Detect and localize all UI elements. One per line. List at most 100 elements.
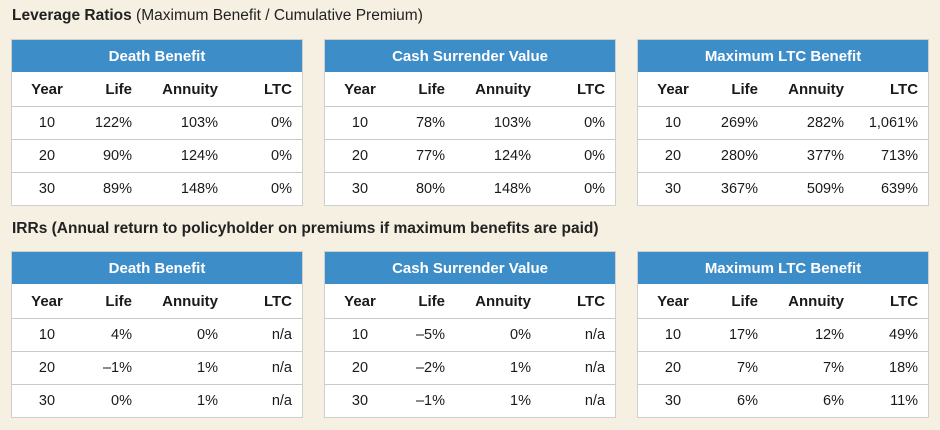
- table-cell: 30: [664, 393, 682, 409]
- column-header: Year: [325, 72, 395, 107]
- table-cell: 0%: [111, 393, 132, 409]
- table-cell: 30: [38, 181, 56, 197]
- table-cell: 377%: [768, 139, 854, 173]
- table-cell: 11%: [890, 393, 919, 409]
- table-cell: 0%: [455, 318, 541, 352]
- table-cell: 6%: [823, 393, 844, 409]
- table-title: Cash Surrender Value: [325, 252, 616, 284]
- table-cell: 639%: [880, 181, 919, 197]
- table-row: 10 78% 103% 0%: [325, 106, 616, 140]
- column-header: Year: [12, 284, 82, 319]
- table-row: 20 77% 124% 0%: [325, 139, 616, 173]
- table-cell: 713%: [854, 139, 929, 173]
- column-header: LTC: [228, 284, 302, 319]
- column-header: Annuity: [768, 72, 854, 107]
- table-title: Death Benefit: [12, 40, 302, 72]
- column-header: Year: [638, 284, 708, 319]
- table-cell: 30: [38, 393, 56, 409]
- table-cell: n/a: [271, 393, 292, 409]
- column-header: LTC: [854, 72, 929, 107]
- table-cell: 124%: [455, 139, 541, 173]
- column-header: LTC: [228, 72, 302, 107]
- table-cell: 1%: [142, 351, 228, 385]
- table-cell: 17%: [708, 318, 768, 352]
- data-table: Death Benefit Year Life Annuity LTC 10 4% 0% n/a…: [12, 252, 302, 417]
- table-cell: 20: [325, 139, 395, 173]
- table-cell: 6%: [737, 393, 758, 409]
- table-cell: n/a: [228, 318, 302, 352]
- table-cell: 280%: [708, 139, 768, 173]
- table-cell: 509%: [806, 181, 844, 197]
- table-cell: n/a: [541, 318, 616, 352]
- data-table: Death Benefit Year Life Annuity LTC 10 122% 103…: [12, 40, 302, 205]
- table-cell: 0%: [142, 318, 228, 352]
- section-title-rest: (Maximum Benefit / Cumulative Premium): [131, 7, 423, 24]
- table-cell: 148%: [180, 181, 218, 197]
- column-header: Annuity: [142, 284, 228, 319]
- section-title-bold: Leverage Ratios: [12, 7, 132, 24]
- table-cell: 10: [12, 318, 82, 352]
- table-title: Maximum LTC Benefit: [638, 252, 929, 284]
- table-cell: 18%: [854, 351, 929, 385]
- table-row: 30 367% 509% 639%: [638, 173, 928, 206]
- table-cell: –1%: [82, 351, 142, 385]
- table-cell: 7%: [708, 351, 768, 385]
- table-row: 20 7% 7% 18%: [638, 351, 929, 385]
- table-cell: 12%: [768, 318, 854, 352]
- table-cell: 10: [325, 106, 395, 140]
- data-table: Maximum LTC Benefit Year Life Annuity LTC 10 2…: [638, 40, 929, 206]
- table-cell: 10: [638, 106, 708, 140]
- column-header: Life: [82, 284, 142, 319]
- table-cell: 7%: [768, 351, 854, 385]
- table-cell: n/a: [541, 351, 616, 385]
- column-header: Life: [395, 284, 455, 319]
- column-header: LTC: [541, 72, 616, 107]
- table-cell: 80%: [415, 181, 445, 197]
- table-cell: 90%: [82, 139, 142, 173]
- table-cell: 49%: [854, 318, 929, 352]
- table-cell: 20: [12, 139, 82, 173]
- leverage-ratios-title: Leverage Ratios (Maximum Benefit / Cumul…: [12, 7, 423, 25]
- table-cell: –1%: [415, 393, 445, 409]
- table-cell: 4%: [82, 318, 142, 352]
- section-title-bold: IRRs (Annual return to policyholder on p…: [12, 220, 599, 237]
- column-header: Year: [638, 72, 708, 107]
- table-cell: 89%: [102, 181, 132, 197]
- table-row: 10 17% 12% 49%: [638, 318, 929, 352]
- table-cell: 282%: [768, 106, 854, 140]
- column-header: Annuity: [768, 284, 854, 319]
- column-header: Life: [82, 72, 142, 107]
- column-header: Annuity: [455, 284, 541, 319]
- table-row: 30 –1% 1% n/a: [325, 385, 615, 418]
- table-cell: 122%: [82, 106, 142, 140]
- table-cell: n/a: [584, 393, 606, 409]
- table-row: 20 –2% 1% n/a: [325, 351, 616, 385]
- table-cell: 77%: [395, 139, 455, 173]
- table-cell: 10: [325, 318, 395, 352]
- table-row: 10 –5% 0% n/a: [325, 318, 616, 352]
- table-cell: 124%: [142, 139, 228, 173]
- table-row: 30 6% 6% 11%: [638, 385, 928, 418]
- table-title: Cash Surrender Value: [325, 40, 616, 72]
- table-cell: 367%: [720, 181, 758, 197]
- table-cell: 0%: [584, 181, 606, 197]
- table-cell: 103%: [455, 106, 541, 140]
- table-cell: 1%: [455, 351, 541, 385]
- column-header: LTC: [854, 284, 929, 319]
- table-cell: 20: [325, 351, 395, 385]
- column-header: Annuity: [142, 72, 228, 107]
- table-cell: –5%: [395, 318, 455, 352]
- table-title: Maximum LTC Benefit: [638, 40, 929, 72]
- table-row: 10 122% 103% 0%: [12, 106, 302, 140]
- table-row: 10 4% 0% n/a: [12, 318, 302, 352]
- table-row: 20 90% 124% 0%: [12, 139, 302, 173]
- data-table: Maximum LTC Benefit Year Life Annuity LTC 10 1…: [638, 252, 929, 418]
- table-row: 30 0% 1% n/a: [12, 385, 302, 418]
- table-cell: 0%: [271, 181, 292, 197]
- table-row: 10 269% 282% 1,061%: [638, 106, 929, 140]
- column-header: LTC: [541, 284, 616, 319]
- table-cell: n/a: [228, 351, 302, 385]
- data-table: Cash Surrender Value Year Life Annuity LTC 10…: [325, 252, 616, 418]
- column-header: Year: [12, 72, 82, 107]
- table-cell: 103%: [142, 106, 228, 140]
